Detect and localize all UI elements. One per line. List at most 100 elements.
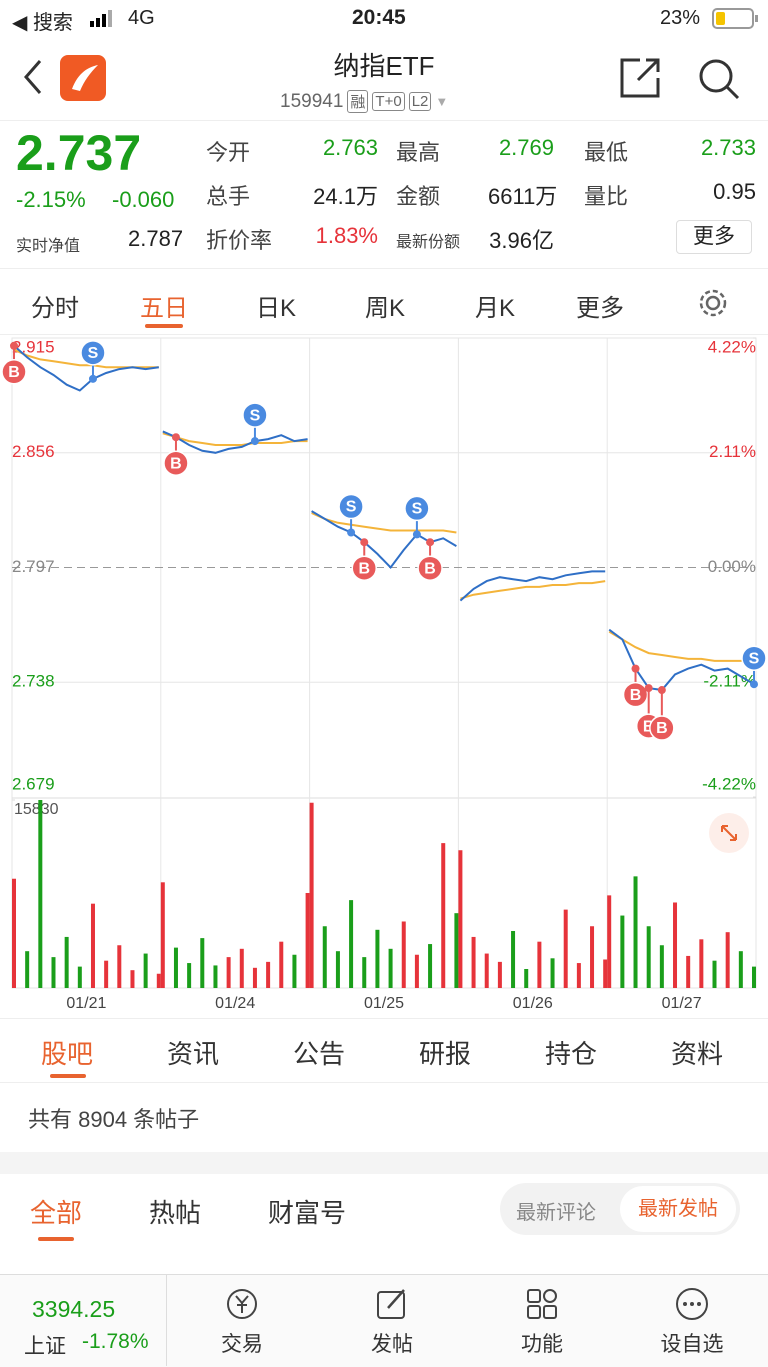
nav-item[interactable]: 交易 [221, 1333, 263, 1356]
field-label: 金额 [396, 184, 441, 209]
volume-bar [143, 953, 148, 988]
nav-icon[interactable] [674, 1286, 710, 1322]
volume-bar [550, 958, 555, 988]
trade-side: B [630, 687, 642, 704]
average-line [311, 512, 457, 534]
post-tab[interactable]: 全部 [29, 1198, 82, 1228]
nav-icon[interactable] [374, 1286, 410, 1322]
nav-item[interactable]: 发帖 [371, 1333, 413, 1356]
x-tick-label: 01/24 [215, 995, 255, 1012]
field-value: 3.96亿 [489, 228, 554, 253]
price-line [13, 345, 159, 392]
trade-side: S [346, 499, 357, 516]
field-label: 最低 [584, 140, 629, 165]
trade-side: S [412, 501, 423, 518]
volume-bar [239, 948, 244, 988]
trade-marker [404, 495, 430, 522]
post-tab[interactable]: 财富号 [267, 1198, 346, 1228]
trade-marker [741, 645, 767, 671]
trade-dot [750, 680, 758, 689]
settings-icon[interactable] [697, 287, 729, 319]
volume-bar [699, 939, 704, 988]
volume-bar [401, 921, 406, 988]
trade-marker [163, 450, 189, 476]
period-tab[interactable]: 周K [364, 295, 405, 322]
trade-dot [347, 528, 356, 537]
price-line [162, 430, 308, 454]
header-actions[interactable] [618, 56, 748, 100]
battery-pct: 23% [660, 7, 701, 29]
index-name[interactable]: 上证 [24, 1335, 66, 1358]
field-label: 最新份额 [396, 234, 461, 251]
price-line [459, 570, 606, 602]
field-value: 2.733 [700, 135, 756, 160]
chart-frame [11, 337, 757, 989]
volume-bar [51, 957, 56, 988]
volume-bar [160, 882, 165, 988]
period-tab[interactable]: 分时 [31, 295, 79, 322]
average-line [460, 580, 606, 600]
news-tab[interactable]: 持仓 [544, 1039, 597, 1069]
nav-label: 实时净值 [16, 238, 81, 255]
nav-icon-svg [527, 1289, 557, 1319]
bottom-bar [0, 1274, 768, 1367]
field-value: 2.763 [322, 135, 378, 160]
volume-bar [712, 960, 717, 988]
trade-dot [426, 538, 435, 547]
volume-bar [187, 963, 192, 988]
sort-option[interactable]: 最新评论 [516, 1202, 596, 1224]
more-button[interactable]: 更多 [676, 220, 752, 254]
header-icons[interactable] [22, 55, 112, 103]
news-tab[interactable]: 公告 [292, 1039, 345, 1069]
period-tab[interactable]: 日K [255, 295, 296, 322]
clock: 20:45 [352, 6, 406, 29]
battery-icon [712, 8, 758, 29]
field-value: 2.769 [498, 135, 554, 160]
nav-icon[interactable] [224, 1286, 260, 1322]
volume-bar [607, 895, 612, 988]
nav-item[interactable]: 功能 [521, 1333, 563, 1356]
news-tab[interactable]: 资料 [670, 1039, 723, 1069]
period-tab[interactable]: 月K [474, 295, 515, 322]
period-tab[interactable]: 五日 [140, 295, 188, 322]
average-line [608, 630, 754, 662]
trade-side: S [749, 650, 760, 667]
post-tab[interactable]: 热帖 [148, 1198, 201, 1228]
index-value[interactable]: 3394.25 [32, 1296, 116, 1322]
volume-bar [12, 878, 16, 988]
tag: L2 [408, 92, 432, 111]
field-label: 折价率 [206, 228, 273, 253]
news-tab[interactable]: 资讯 [166, 1039, 219, 1069]
y-tick-label: 2.679 [12, 774, 55, 793]
nav-icon-svg [377, 1289, 405, 1319]
expand-icon[interactable] [708, 812, 750, 854]
trade-dot [171, 433, 180, 442]
period-tab[interactable]: 更多 [576, 295, 624, 322]
news-tab[interactable]: 研报 [418, 1039, 471, 1069]
signal-icon [90, 10, 112, 27]
volume-bar [633, 876, 638, 988]
field-label: 最高 [396, 140, 441, 165]
volume-bar [335, 951, 340, 988]
news-tab[interactable]: 股吧 [40, 1039, 93, 1069]
nav-icon-svg [676, 1288, 708, 1320]
volume-bar [375, 929, 380, 988]
sort-option-active[interactable]: 最新发帖 [620, 1186, 736, 1232]
x-tick-label: 01/26 [513, 995, 553, 1012]
volume-bar [563, 909, 568, 988]
change: -0.060 [112, 187, 175, 212]
trade-marker [649, 715, 675, 741]
nav-icon[interactable] [524, 1286, 560, 1322]
volume-bar [322, 926, 327, 988]
volume-bar [454, 913, 459, 988]
volume-bar [362, 957, 367, 988]
volume-bar [173, 947, 178, 988]
volume-bar [537, 941, 542, 988]
change-pct: -2.15% [16, 187, 86, 212]
volume-bar [603, 959, 608, 988]
index-change[interactable]: -1.78% [82, 1330, 149, 1353]
volume-bar [497, 961, 502, 988]
tag: 融 [347, 90, 369, 113]
nav-item[interactable]: 设自选 [660, 1333, 724, 1356]
